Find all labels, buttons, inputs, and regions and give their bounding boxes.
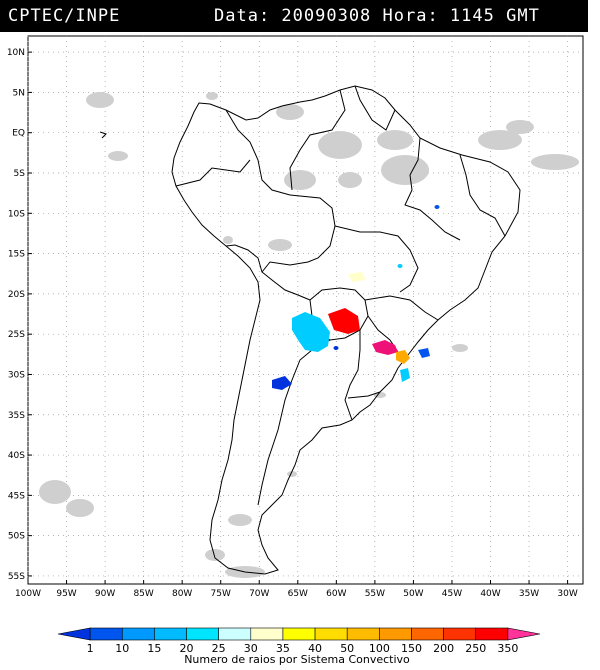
colorbar-swatch [346,627,380,641]
longitude-axis: 100W 95W 90W 85W 80W 75W 70W 65W 60W 55W 50W 45W 40W… [15,580,578,599]
lat-tick-label: 5N [13,88,25,98]
colorbar-swatch [154,627,187,641]
colorbar-tick-label: 40 [308,642,322,655]
convective-systems [272,205,440,390]
colorbar-tick-label: 25 [212,642,226,655]
lon-tick-label: 55W [365,589,385,599]
colorbar-swatch [314,627,348,641]
lon-tick-label: 50W [403,589,423,599]
lon-tick-label: 35W [519,589,539,599]
lat-tick-label: 20S [8,290,25,300]
lon-tick-label: 80W [172,589,192,599]
colorbar-tick-label: 15 [147,642,161,655]
lon-tick-label: 45W [442,589,462,599]
lon-tick-label: 85W [133,589,153,599]
lat-tick-label: 50S [8,532,25,542]
colorbar-swatch [443,627,477,641]
colorbar-tick-label: 350 [497,642,518,655]
colorbar-swatch [379,627,412,641]
lon-tick-label: 30W [557,589,577,599]
colorbar-swatch [250,627,284,641]
colorbar-tick-label: 100 [369,642,390,655]
lat-tick-label: 5S [14,169,26,179]
coastlines-borders [99,85,521,575]
lat-tick-label: 10N [7,48,25,58]
colorbar-swatch [57,627,91,641]
date-time-label: Data: 20090308 Hora: 1145 GMT [214,6,540,26]
lat-tick-label: 55S [8,572,25,582]
colorbar-swatch [218,627,252,641]
colorbar-swatch [282,627,316,641]
lat-tick-label: 35S [8,411,25,421]
colorbar-tick-label: 150 [401,642,422,655]
lon-tick-label: 75W [211,589,231,599]
agency-label: CPTEC/INPE [8,6,121,26]
colorbar-label: Numero de raios por Sistema Convectivo [184,653,410,666]
colorbar-swatch [89,627,123,641]
colorbar-tick-label: 35 [276,642,290,655]
colorbar-tick-label: 1 [87,642,94,655]
lon-tick-label: 65W [288,589,308,599]
colorbar-tick-label: 250 [465,642,486,655]
lon-tick-label: 60W [326,589,346,599]
colorbar-tick-label: 200 [433,642,454,655]
colorbar-swatch [507,627,541,641]
map-frame [27,35,584,585]
lat-tick-label: 15S [8,250,25,260]
colorbar-tick-label: 20 [180,642,194,655]
lat-tick-label: EQ [12,129,25,139]
lon-tick-label: 95W [56,589,76,599]
colorbar-tick-label: 10 [115,642,129,655]
lon-tick-label: 70W [249,589,269,599]
lat-tick-label: 25S [8,330,25,340]
lat-tick-label: 45S [8,491,25,501]
colorbar-swatch [411,627,444,641]
colorbar-tick-label: 30 [244,642,258,655]
latitude-axis: 10N 5N EQ 5S 10S 15S 20S 25S 30S 35S 40S 45S 50S 55S [7,48,32,582]
colorbar-swatch [121,627,155,641]
lon-tick-label: 40W [480,589,500,599]
lat-tick-label: 10S [8,209,25,219]
lat-tick-label: 30S [8,370,25,380]
colorbar-swatch [475,627,509,641]
lon-tick-label: 90W [95,589,115,599]
lat-tick-label: 40S [8,451,25,461]
lon-tick-label: 100W [15,589,41,599]
title-bar: CPTEC/INPE Data: 20090308 Hora: 1145 GMT [0,0,588,32]
colorbar-swatch [186,627,219,641]
colorbar: 1 10 15 20 25 30 35 40 50 100 150 200 250 350 [57,627,541,655]
colorbar-tick-label: 50 [340,642,354,655]
